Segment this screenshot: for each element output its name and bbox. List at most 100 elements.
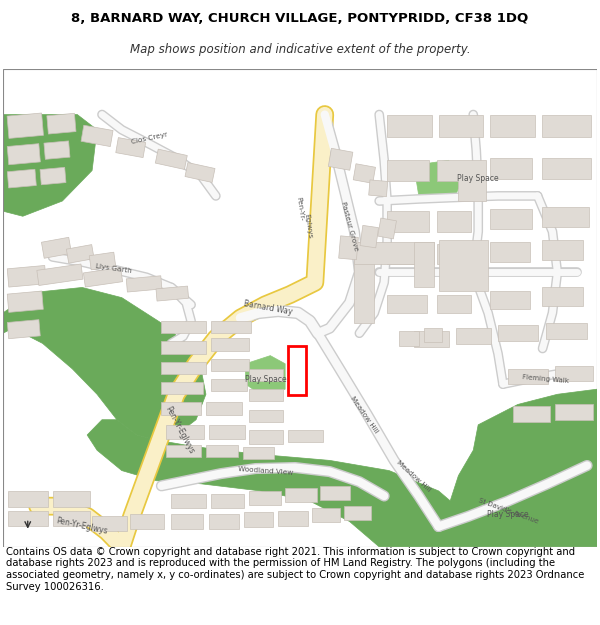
Bar [242, 447, 274, 459]
Bar [209, 425, 245, 439]
Bar [285, 488, 317, 502]
Text: Barnard Way: Barnard Way [243, 299, 293, 316]
Bar [490, 114, 535, 137]
Bar [155, 149, 187, 169]
Bar [185, 162, 215, 182]
Text: Contains OS data © Crown copyright and database right 2021. This information is : Contains OS data © Crown copyright and d… [6, 547, 584, 592]
Bar [414, 331, 449, 348]
Bar [41, 238, 71, 258]
Bar [172, 514, 203, 529]
Bar [542, 158, 591, 179]
Bar [40, 168, 66, 185]
Polygon shape [437, 160, 486, 201]
Polygon shape [449, 389, 597, 547]
Text: St David's Avenue: St David's Avenue [477, 498, 539, 525]
Bar [556, 404, 593, 420]
Polygon shape [3, 288, 206, 440]
Bar [378, 218, 397, 239]
Bar [7, 113, 43, 138]
Bar [490, 158, 532, 179]
Bar [209, 514, 239, 529]
Bar [490, 291, 530, 309]
Text: Meadow Hill: Meadow Hill [395, 459, 432, 492]
Bar [288, 430, 323, 442]
Text: Play Space: Play Space [245, 374, 286, 384]
Bar [387, 294, 427, 313]
Text: Play Space: Play Space [487, 510, 529, 519]
Bar [498, 325, 538, 341]
Bar [437, 244, 471, 264]
Bar [399, 331, 419, 346]
Polygon shape [3, 114, 97, 216]
Bar [490, 209, 532, 229]
Text: 8, BARNARD WAY, CHURCH VILLAGE, PONTYPRIDD, CF38 1DQ: 8, BARNARD WAY, CHURCH VILLAGE, PONTYPRI… [71, 12, 529, 25]
Bar [542, 207, 589, 227]
Text: Pen-Yr-Eglwys: Pen-Yr-Eglwys [56, 517, 109, 536]
Bar [211, 321, 251, 333]
Bar [116, 138, 146, 158]
Bar [44, 141, 70, 159]
Bar [328, 148, 353, 170]
Bar [7, 291, 43, 312]
Bar [248, 409, 283, 422]
Text: Meadow Hill: Meadow Hill [349, 395, 379, 434]
Bar [368, 180, 388, 197]
Bar [161, 382, 203, 394]
Bar [355, 242, 434, 264]
Polygon shape [87, 420, 478, 547]
Bar [439, 114, 483, 137]
Bar [206, 445, 238, 458]
Bar [387, 211, 429, 231]
Bar [344, 506, 371, 521]
Bar [542, 114, 591, 137]
Bar [248, 369, 283, 381]
Bar [8, 491, 47, 508]
Bar [508, 369, 548, 384]
Bar [278, 511, 308, 526]
Bar [7, 319, 40, 339]
Bar [211, 494, 244, 508]
Bar [166, 445, 201, 458]
Bar [7, 144, 40, 165]
Bar [7, 169, 37, 188]
Bar [126, 276, 162, 292]
Bar [513, 406, 550, 422]
Bar [130, 514, 164, 529]
Polygon shape [245, 356, 285, 394]
Bar [353, 164, 376, 183]
Bar [248, 389, 283, 401]
Bar [387, 244, 427, 264]
Bar [542, 288, 583, 306]
Bar [490, 242, 530, 262]
Text: Pasteur Grove: Pasteur Grove [340, 201, 359, 252]
Bar [37, 264, 83, 286]
Bar [457, 328, 491, 344]
Text: Eglwys: Eglwys [303, 214, 313, 239]
Text: Llys Garth: Llys Garth [95, 262, 133, 274]
Bar [89, 253, 116, 270]
Text: Clos Creyr: Clos Creyr [131, 131, 168, 145]
Text: Pen-Yr-Eglwys: Pen-Yr-Eglwys [163, 404, 196, 455]
Bar [211, 359, 248, 371]
Bar [437, 294, 471, 313]
Bar [360, 226, 379, 248]
Bar [67, 244, 94, 263]
Bar [166, 425, 204, 439]
Bar [248, 430, 283, 444]
Bar [161, 321, 206, 333]
Bar [8, 511, 47, 526]
Bar [355, 242, 374, 323]
Bar [545, 323, 587, 339]
Text: Pen-Yr-: Pen-Yr- [295, 197, 305, 222]
Text: Woodland View: Woodland View [238, 466, 293, 476]
Bar [244, 512, 273, 526]
Bar [414, 242, 434, 288]
Bar [47, 113, 76, 134]
Polygon shape [439, 239, 488, 291]
Bar [161, 341, 206, 354]
Bar [206, 402, 242, 414]
Bar [320, 486, 349, 500]
Bar [7, 266, 46, 287]
Bar [83, 268, 122, 287]
Bar [338, 236, 358, 260]
